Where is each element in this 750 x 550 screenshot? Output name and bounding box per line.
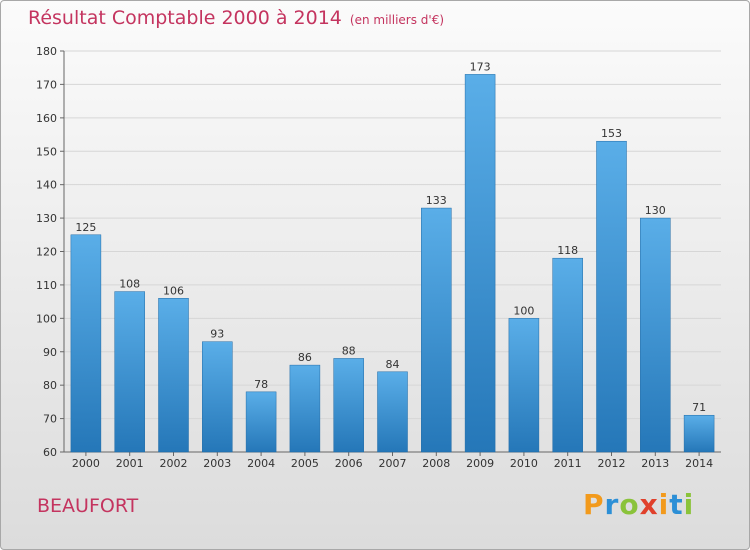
x-tick-label: 2005: [291, 457, 319, 470]
x-tick-label: 2012: [598, 457, 626, 470]
x-tick-label: 2011: [554, 457, 582, 470]
bar-value-label: 125: [75, 221, 96, 234]
proxiti-logo[interactable]: Proxiti: [583, 488, 695, 521]
x-tick-label: 2014: [685, 457, 713, 470]
bar-value-label: 108: [119, 278, 140, 291]
y-tick-label: 160: [36, 112, 57, 125]
x-tick-label: 2000: [72, 457, 100, 470]
bar: [114, 291, 145, 453]
bar: [333, 358, 364, 453]
y-tick-label: 110: [36, 279, 57, 292]
bar: [596, 140, 627, 453]
y-tick-label: 100: [36, 312, 57, 325]
bar: [158, 298, 189, 453]
y-tick-label: 180: [36, 45, 57, 58]
y-tick-label: 170: [36, 78, 57, 91]
x-tick-label: 2001: [116, 457, 144, 470]
y-tick-label: 70: [43, 413, 57, 426]
y-tick-label: 80: [43, 379, 57, 392]
bar: [202, 341, 233, 453]
title-row: Résultat Comptable 2000 à 2014 (en millie…: [28, 7, 444, 29]
x-tick-label: 2010: [510, 457, 538, 470]
bar-value-label: 100: [513, 304, 534, 317]
x-tick-label: 2008: [422, 457, 450, 470]
bar: [508, 318, 540, 453]
bar-value-label: 153: [601, 127, 622, 140]
bar-value-label: 133: [426, 194, 447, 207]
bar-value-label: 118: [557, 244, 578, 257]
x-tick-label: 2003: [203, 457, 231, 470]
bar: [289, 364, 321, 453]
bar: [245, 391, 277, 453]
bar-value-label: 78: [254, 378, 268, 391]
x-tick-label: 2004: [247, 457, 275, 470]
bar: [421, 207, 452, 453]
bar: [70, 234, 102, 453]
y-tick-label: 60: [43, 446, 57, 459]
bar-value-label: 71: [692, 401, 706, 414]
bar: [552, 257, 583, 453]
bar: [640, 217, 671, 453]
chart-title: Résultat Comptable 2000 à 2014: [28, 7, 342, 29]
chart-unit: (en milliers d'€): [349, 13, 445, 27]
bar-value-label: 130: [645, 204, 666, 217]
bar-value-label: 84: [386, 358, 400, 371]
bar-value-label: 173: [470, 60, 491, 73]
y-tick-label: 120: [36, 246, 57, 259]
x-tick-label: 2009: [466, 457, 494, 470]
bar: [464, 74, 496, 453]
bar-value-label: 106: [163, 284, 184, 297]
bar: [377, 371, 408, 453]
bar-value-label: 86: [298, 351, 312, 364]
x-tick-label: 2007: [379, 457, 407, 470]
x-tick-label: 2006: [335, 457, 363, 470]
bar-value-label: 93: [210, 328, 224, 341]
bar: [683, 414, 715, 453]
y-tick-label: 90: [43, 346, 57, 359]
bar-value-label: 88: [342, 344, 356, 357]
y-tick-label: 130: [36, 212, 57, 225]
y-tick-label: 140: [36, 179, 57, 192]
y-tick-label: 150: [36, 145, 57, 158]
x-tick-label: 2013: [641, 457, 669, 470]
x-tick-label: 2002: [160, 457, 188, 470]
commune-name: BEAUFORT: [37, 495, 139, 517]
